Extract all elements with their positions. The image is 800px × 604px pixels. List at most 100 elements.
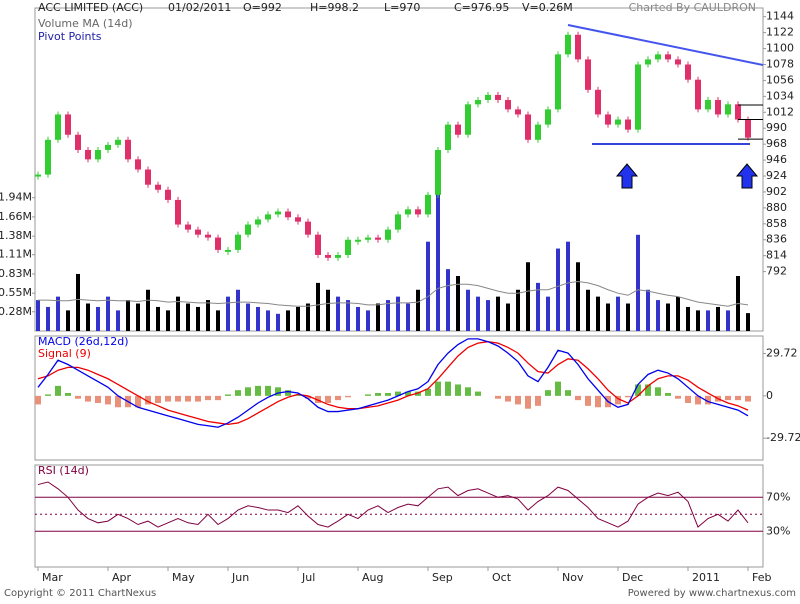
histogram-bar bbox=[345, 395, 351, 398]
volume-bar bbox=[376, 303, 380, 331]
arrow bbox=[615, 163, 639, 189]
volume-bar bbox=[66, 310, 70, 331]
candle bbox=[205, 234, 211, 238]
candle bbox=[445, 124, 451, 150]
volume-bar bbox=[46, 306, 50, 331]
candle bbox=[645, 59, 651, 65]
candle bbox=[515, 109, 521, 115]
histogram-bar bbox=[85, 395, 91, 402]
histogram-bar bbox=[425, 388, 431, 396]
candle bbox=[435, 149, 441, 195]
volume-bar bbox=[636, 234, 640, 331]
candle bbox=[115, 139, 121, 145]
candle bbox=[495, 94, 501, 100]
volume-bar bbox=[216, 310, 220, 331]
histogram-bar bbox=[705, 395, 711, 405]
y-tick-label: 29.72 bbox=[766, 347, 798, 360]
candle bbox=[455, 124, 461, 135]
candle bbox=[425, 194, 431, 215]
volume-bar bbox=[286, 310, 290, 331]
volume-bar bbox=[146, 289, 150, 331]
open: O=992 bbox=[243, 1, 282, 14]
candle bbox=[485, 94, 491, 100]
footer-left: Copyright © 2011 ChartNexus bbox=[4, 588, 156, 599]
volume-bar bbox=[276, 313, 280, 331]
histogram-bar bbox=[65, 393, 71, 396]
histogram-bar bbox=[375, 393, 381, 396]
histogram-bar bbox=[555, 381, 561, 396]
volume-bar bbox=[266, 310, 270, 331]
volume-bar bbox=[406, 303, 410, 331]
candle bbox=[265, 214, 271, 220]
candle bbox=[85, 149, 91, 160]
histogram-bar bbox=[455, 384, 461, 396]
y-tick-label: 70% bbox=[766, 490, 790, 503]
volume-bar bbox=[616, 296, 620, 331]
candle bbox=[245, 224, 251, 235]
volume-bar bbox=[236, 289, 240, 331]
candle bbox=[55, 114, 61, 140]
volume-bar bbox=[316, 282, 320, 331]
candle bbox=[535, 124, 541, 140]
histogram-bar bbox=[115, 395, 121, 408]
volume-bar bbox=[56, 296, 60, 331]
histogram-bar bbox=[645, 384, 651, 396]
x-tick-label: Sep bbox=[432, 571, 453, 584]
y-tick-label: 858 bbox=[766, 217, 787, 230]
histogram-bar bbox=[665, 393, 671, 396]
candle bbox=[685, 64, 691, 80]
candle bbox=[565, 34, 571, 55]
histogram-bar bbox=[475, 391, 481, 396]
y2-tick-label: 0.55M bbox=[0, 286, 32, 299]
histogram-bar bbox=[305, 395, 311, 399]
volume-bar bbox=[446, 269, 450, 331]
credit: Charted By CAULDRON bbox=[629, 1, 756, 14]
volume-bar bbox=[666, 303, 670, 331]
candle bbox=[415, 209, 421, 215]
histogram-bar bbox=[235, 390, 241, 396]
close: C=976.95 bbox=[454, 1, 509, 14]
volume-bar bbox=[346, 300, 350, 331]
histogram-bar bbox=[585, 395, 591, 406]
volume-bar bbox=[746, 313, 750, 331]
histogram-bar bbox=[505, 395, 511, 402]
x-tick-label: Feb bbox=[752, 571, 771, 584]
histogram-bar bbox=[385, 393, 391, 396]
histogram-bar bbox=[395, 391, 401, 396]
volume-bar bbox=[646, 289, 650, 331]
candle bbox=[315, 234, 321, 255]
volume: V=0.26M bbox=[522, 1, 573, 14]
volume-bar bbox=[686, 306, 690, 331]
volume-bar bbox=[356, 306, 360, 331]
volume-bar bbox=[656, 300, 660, 331]
volume-bar bbox=[156, 306, 160, 331]
y-tick-label: 0 bbox=[766, 389, 773, 402]
arrow bbox=[735, 163, 759, 189]
histogram-bar bbox=[265, 385, 271, 396]
y-tick-label: 880 bbox=[766, 201, 787, 214]
volume-bar bbox=[526, 262, 530, 331]
legend-entry: Volume MA (14d) bbox=[38, 17, 132, 30]
histogram-bar bbox=[595, 395, 601, 408]
volume-bar bbox=[196, 306, 200, 331]
candle bbox=[195, 229, 201, 235]
candle bbox=[75, 134, 81, 150]
histogram-bar bbox=[275, 387, 281, 396]
candle bbox=[395, 214, 401, 230]
volume-bar bbox=[136, 303, 140, 331]
volume-bar bbox=[706, 310, 710, 331]
candle bbox=[695, 79, 701, 110]
volume-bar bbox=[176, 296, 180, 331]
volume-bar bbox=[366, 310, 370, 331]
candle bbox=[235, 234, 241, 250]
candle bbox=[585, 59, 591, 90]
histogram-bar bbox=[195, 395, 201, 402]
volume-bar bbox=[546, 296, 550, 331]
candle bbox=[175, 199, 181, 225]
histogram-bar bbox=[535, 395, 541, 406]
candle bbox=[545, 109, 551, 125]
histogram-bar bbox=[245, 387, 251, 396]
histogram-bar bbox=[285, 390, 291, 396]
volume-bar bbox=[256, 306, 260, 331]
histogram-bar bbox=[135, 395, 141, 408]
